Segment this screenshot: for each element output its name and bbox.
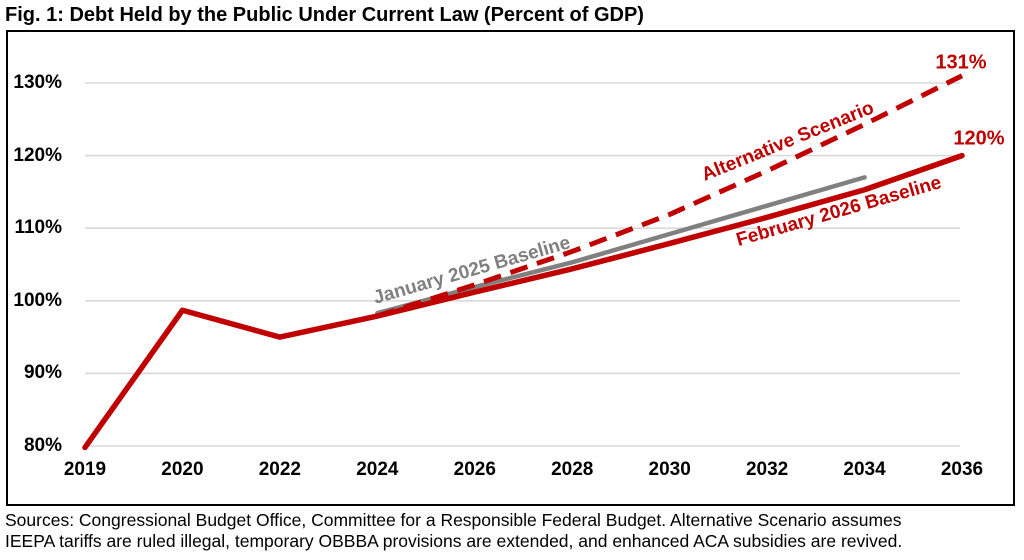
source-note: Sources: Congressional Budget Office, Co… <box>5 510 1023 552</box>
series-line-alternative-scenario <box>376 73 964 319</box>
plot-border <box>6 30 1015 506</box>
data-label-alternative-scenario-endpoint: 131% <box>935 51 987 74</box>
x-axis-tick-label: 2022 <box>258 459 302 480</box>
x-axis-tick-label: 2019 <box>63 459 107 480</box>
data-label-february-2026-baseline-endpoint: 120% <box>953 127 1005 150</box>
x-axis-tick-label: 2034 <box>843 459 886 480</box>
y-axis-tick-label: 120% <box>13 144 62 166</box>
y-axis-tick-label: 80% <box>23 435 62 456</box>
x-axis-tick-label: 2028 <box>551 459 594 480</box>
y-axis-tick-label: 100% <box>13 289 62 311</box>
x-axis-tick-label: 2020 <box>161 459 204 480</box>
y-axis-tick-label: 90% <box>23 362 62 384</box>
y-axis-tick-label: 110% <box>14 217 62 239</box>
y-axis-tick-label: 130% <box>13 72 62 93</box>
source-note-line2: IEEPA tariffs are ruled illegal, tempora… <box>5 531 903 551</box>
x-axis-tick-label: 2024 <box>356 459 399 480</box>
x-axis-tick-label: 2032 <box>745 459 789 480</box>
x-axis-tick-label: 2030 <box>648 459 691 480</box>
chart-title: Fig. 1: Debt Held by the Public Under Cu… <box>5 4 644 26</box>
x-axis-tick-label: 2036 <box>940 459 984 480</box>
source-note-line1: Sources: Congressional Budget Office, Co… <box>5 510 902 530</box>
x-axis-tick-label: 2026 <box>453 459 496 480</box>
series-line-january-2025-baseline <box>375 175 867 316</box>
series-line-february-2026-baseline <box>82 152 965 451</box>
